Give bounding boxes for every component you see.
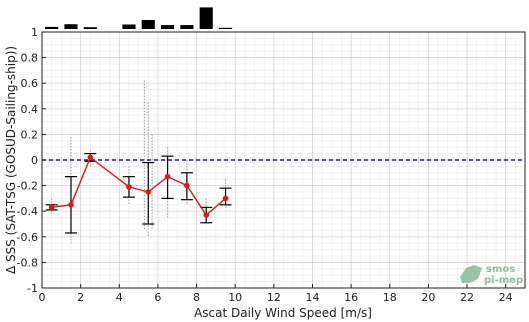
data-point: [222, 195, 229, 202]
x-tick-label: 4: [116, 291, 123, 304]
data-point: [68, 202, 74, 208]
histogram-bar: [64, 24, 78, 29]
x-tick-label: 24: [499, 291, 513, 304]
histogram-panel: [42, 0, 525, 30]
x-tick-label: 0: [39, 291, 46, 304]
y-tick-label: 0.4: [21, 103, 39, 116]
x-tick-label: 12: [267, 291, 281, 304]
x-tick-label: 2: [77, 291, 84, 304]
x-axis-title: Ascat Daily Wind Speed [m/s]: [194, 306, 372, 320]
x-tick-label: 6: [154, 291, 161, 304]
y-tick-label: -0.2: [17, 180, 38, 193]
data-point: [126, 184, 132, 190]
y-tick-label: -0.4: [17, 205, 38, 218]
leaf-icon: [460, 265, 482, 283]
y-tick-label: 0.8: [21, 52, 39, 65]
y-tick-label: -1: [27, 282, 38, 295]
y-axis-ticks: -1 -0.8 -0.6 -0.4 -0.2 0 0.2 0.4 0.6 0.8 1: [17, 26, 46, 295]
logo-line-2: pi-mep: [484, 275, 523, 286]
x-tick-label: 8: [193, 291, 200, 304]
histogram-bar: [199, 7, 213, 30]
histogram-bar: [122, 24, 136, 29]
histogram-bar: [218, 27, 233, 29]
data-point: [48, 204, 55, 211]
data-point: [184, 182, 190, 189]
histogram-bars: [45, 7, 233, 30]
y-tick-label: -0.6: [17, 231, 38, 244]
y-tick-label: 1: [31, 26, 38, 39]
data-point: [145, 189, 152, 195]
x-tick-label: 22: [460, 291, 474, 304]
logo-line-1: smos: [486, 264, 515, 275]
histogram-bar: [161, 25, 175, 29]
y-tick-label: -0.8: [17, 256, 38, 269]
histogram-bar: [180, 25, 194, 29]
x-tick-label: 10: [228, 291, 242, 304]
y-tick-label: 0.2: [21, 128, 39, 141]
x-tick-label: 18: [383, 291, 397, 304]
data-point: [87, 154, 94, 161]
y-tick-label: 0: [31, 154, 38, 167]
data-point: [203, 212, 210, 218]
histogram-bar: [45, 26, 59, 29]
x-tick-label: 20: [421, 291, 435, 304]
series-line: [48, 154, 229, 218]
data-point: [164, 173, 171, 180]
smos-pimep-logo: smos pi-mep: [460, 264, 523, 286]
histogram-bar: [141, 20, 155, 29]
x-axis-ticks: 0 2 4 6 8 10 12 14 16 18 20 22 24: [39, 284, 513, 304]
y-tick-label: 0.6: [21, 77, 39, 90]
x-tick-label: 16: [344, 291, 358, 304]
histogram-bar: [83, 27, 97, 29]
y-axis-title: Δ SSS (SAT-TSG (GOSUD-Sailing-ship)): [4, 46, 18, 274]
x-tick-label: 14: [305, 291, 319, 304]
